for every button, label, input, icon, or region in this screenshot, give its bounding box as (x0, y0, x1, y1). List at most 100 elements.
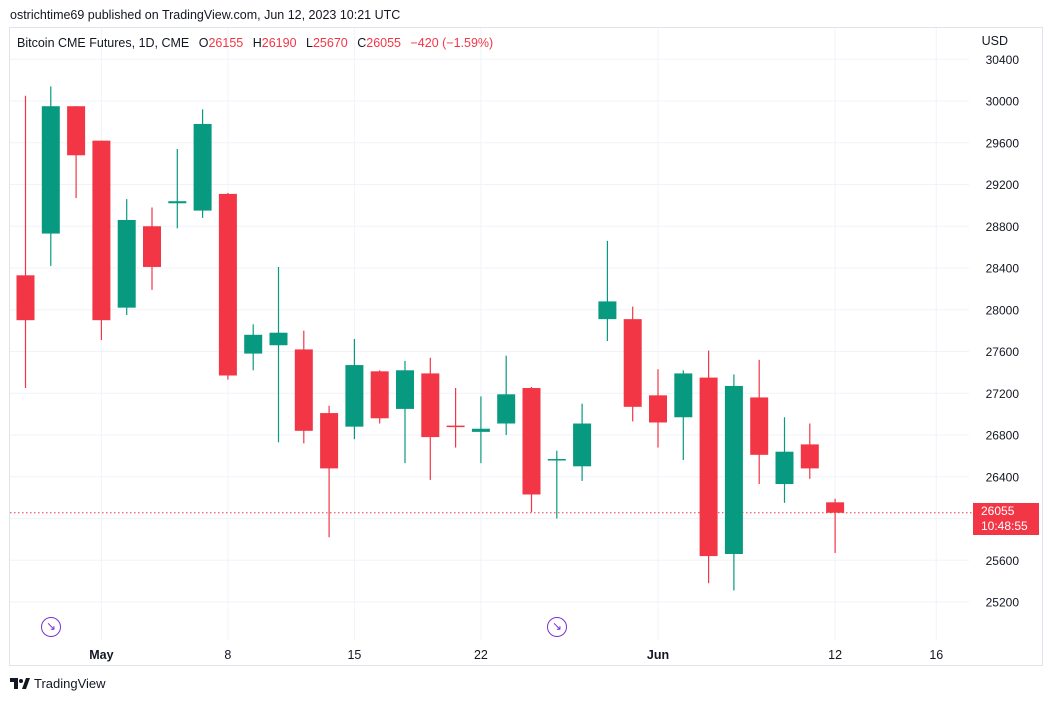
candle-body (193, 123, 212, 211)
y-tick-label: 25600 (986, 554, 1020, 568)
open-label: O (198, 36, 209, 50)
candle[interactable] (497, 355, 516, 435)
candle[interactable] (471, 396, 490, 464)
candle-body (421, 373, 440, 438)
candle-body (522, 388, 541, 495)
change-value: −420 (−1.59%) (410, 36, 494, 50)
y-tick-label: 27600 (986, 345, 1020, 359)
candle-body (471, 428, 490, 432)
candle-body (750, 397, 769, 455)
candle[interactable] (421, 357, 440, 480)
candle[interactable] (67, 106, 86, 199)
candle-body (294, 349, 313, 431)
candle[interactable] (41, 86, 60, 266)
last-price-badge: 26055 10:48:55 (973, 503, 1039, 535)
candle-body (370, 371, 389, 419)
candle-body (623, 319, 642, 407)
candle[interactable] (168, 149, 187, 229)
dividend-event-icon[interactable]: ↘ (547, 617, 567, 637)
x-tick-label: 16 (929, 648, 943, 662)
candle-body (218, 193, 237, 376)
x-tick-label: 8 (224, 648, 231, 662)
y-tick-label: 26400 (986, 470, 1020, 484)
candle-body (724, 385, 743, 554)
candle[interactable] (92, 140, 111, 341)
candle[interactable] (193, 109, 212, 218)
candle[interactable] (800, 423, 819, 479)
candle[interactable] (218, 192, 237, 380)
x-tick-label: May (89, 648, 113, 662)
candle-body (244, 334, 263, 354)
dividend-event-icon[interactable]: ↘ (41, 617, 61, 637)
candle[interactable] (522, 386, 541, 513)
candle[interactable] (370, 370, 389, 424)
candle[interactable] (826, 498, 845, 553)
candle[interactable] (724, 374, 743, 591)
candle[interactable] (598, 240, 617, 342)
x-tick-label: 22 (474, 648, 488, 662)
candle[interactable] (446, 388, 465, 448)
open-value: 26155 (208, 36, 244, 50)
close-label: C (357, 36, 367, 50)
x-axis-labels: May 8 15 22 Jun 12 16 (89, 648, 943, 662)
y-tick-label: 29200 (986, 178, 1020, 192)
candle[interactable] (573, 403, 592, 481)
brand-name: TradingView (34, 676, 106, 691)
candle[interactable] (320, 405, 339, 538)
candle[interactable] (750, 359, 769, 485)
candles (16, 86, 845, 591)
candle-body (826, 502, 845, 513)
candle[interactable] (547, 450, 566, 519)
candle-body (649, 395, 667, 423)
chart-legend: Bitcoin CME Futures, 1D, CME O26155 H261… (17, 36, 493, 50)
currency-label[interactable]: USD (981, 34, 1008, 48)
candle[interactable] (623, 306, 642, 422)
candle[interactable] (143, 207, 161, 290)
bar-countdown: 10:48:55 (981, 519, 1028, 533)
x-tick-label: Jun (647, 648, 669, 662)
candle-body (320, 413, 339, 469)
y-tick-label: 28800 (986, 220, 1020, 234)
candle-body (396, 370, 414, 409)
candle[interactable] (699, 350, 718, 584)
candle[interactable] (244, 324, 263, 371)
candle-body (699, 377, 718, 557)
low-label: L (306, 36, 313, 50)
tradingview-logo[interactable]: TradingView (10, 676, 106, 691)
candle-body (345, 365, 364, 427)
y-tick-label: 29600 (986, 136, 1020, 150)
candle[interactable] (294, 330, 313, 444)
candle-body (269, 332, 288, 346)
chart-frame (9, 27, 1043, 666)
candle-body (168, 201, 187, 204)
candle[interactable] (775, 417, 794, 503)
candle-body (598, 301, 617, 320)
candle-body (67, 106, 86, 156)
candle[interactable] (345, 338, 364, 440)
candle[interactable] (396, 360, 414, 464)
y-tick-label: 28000 (986, 303, 1020, 317)
candle[interactable] (117, 199, 136, 315)
candle[interactable] (16, 95, 35, 389)
candle[interactable] (269, 266, 288, 443)
x-tick-label: 15 (347, 648, 361, 662)
y-tick-label: 25200 (986, 596, 1020, 610)
symbol-title: Bitcoin CME Futures, 1D, CME (17, 36, 190, 50)
candle-body (775, 451, 794, 485)
candle-body (92, 140, 111, 321)
candle-body (41, 106, 60, 234)
high-value: 26190 (261, 36, 297, 50)
candle-body (800, 444, 819, 469)
candle-body (674, 373, 693, 418)
candle[interactable] (674, 370, 693, 461)
candle[interactable] (649, 369, 667, 448)
y-tick-label: 27200 (986, 387, 1020, 401)
low-value: 25670 (312, 36, 348, 50)
candle-body (117, 219, 136, 308)
y-tick-label: 30400 (986, 53, 1020, 67)
candle-body (573, 423, 592, 467)
candle-body (497, 394, 516, 424)
tradingview-logo-icon (10, 677, 30, 689)
last-price-value: 26055 (981, 504, 1015, 518)
